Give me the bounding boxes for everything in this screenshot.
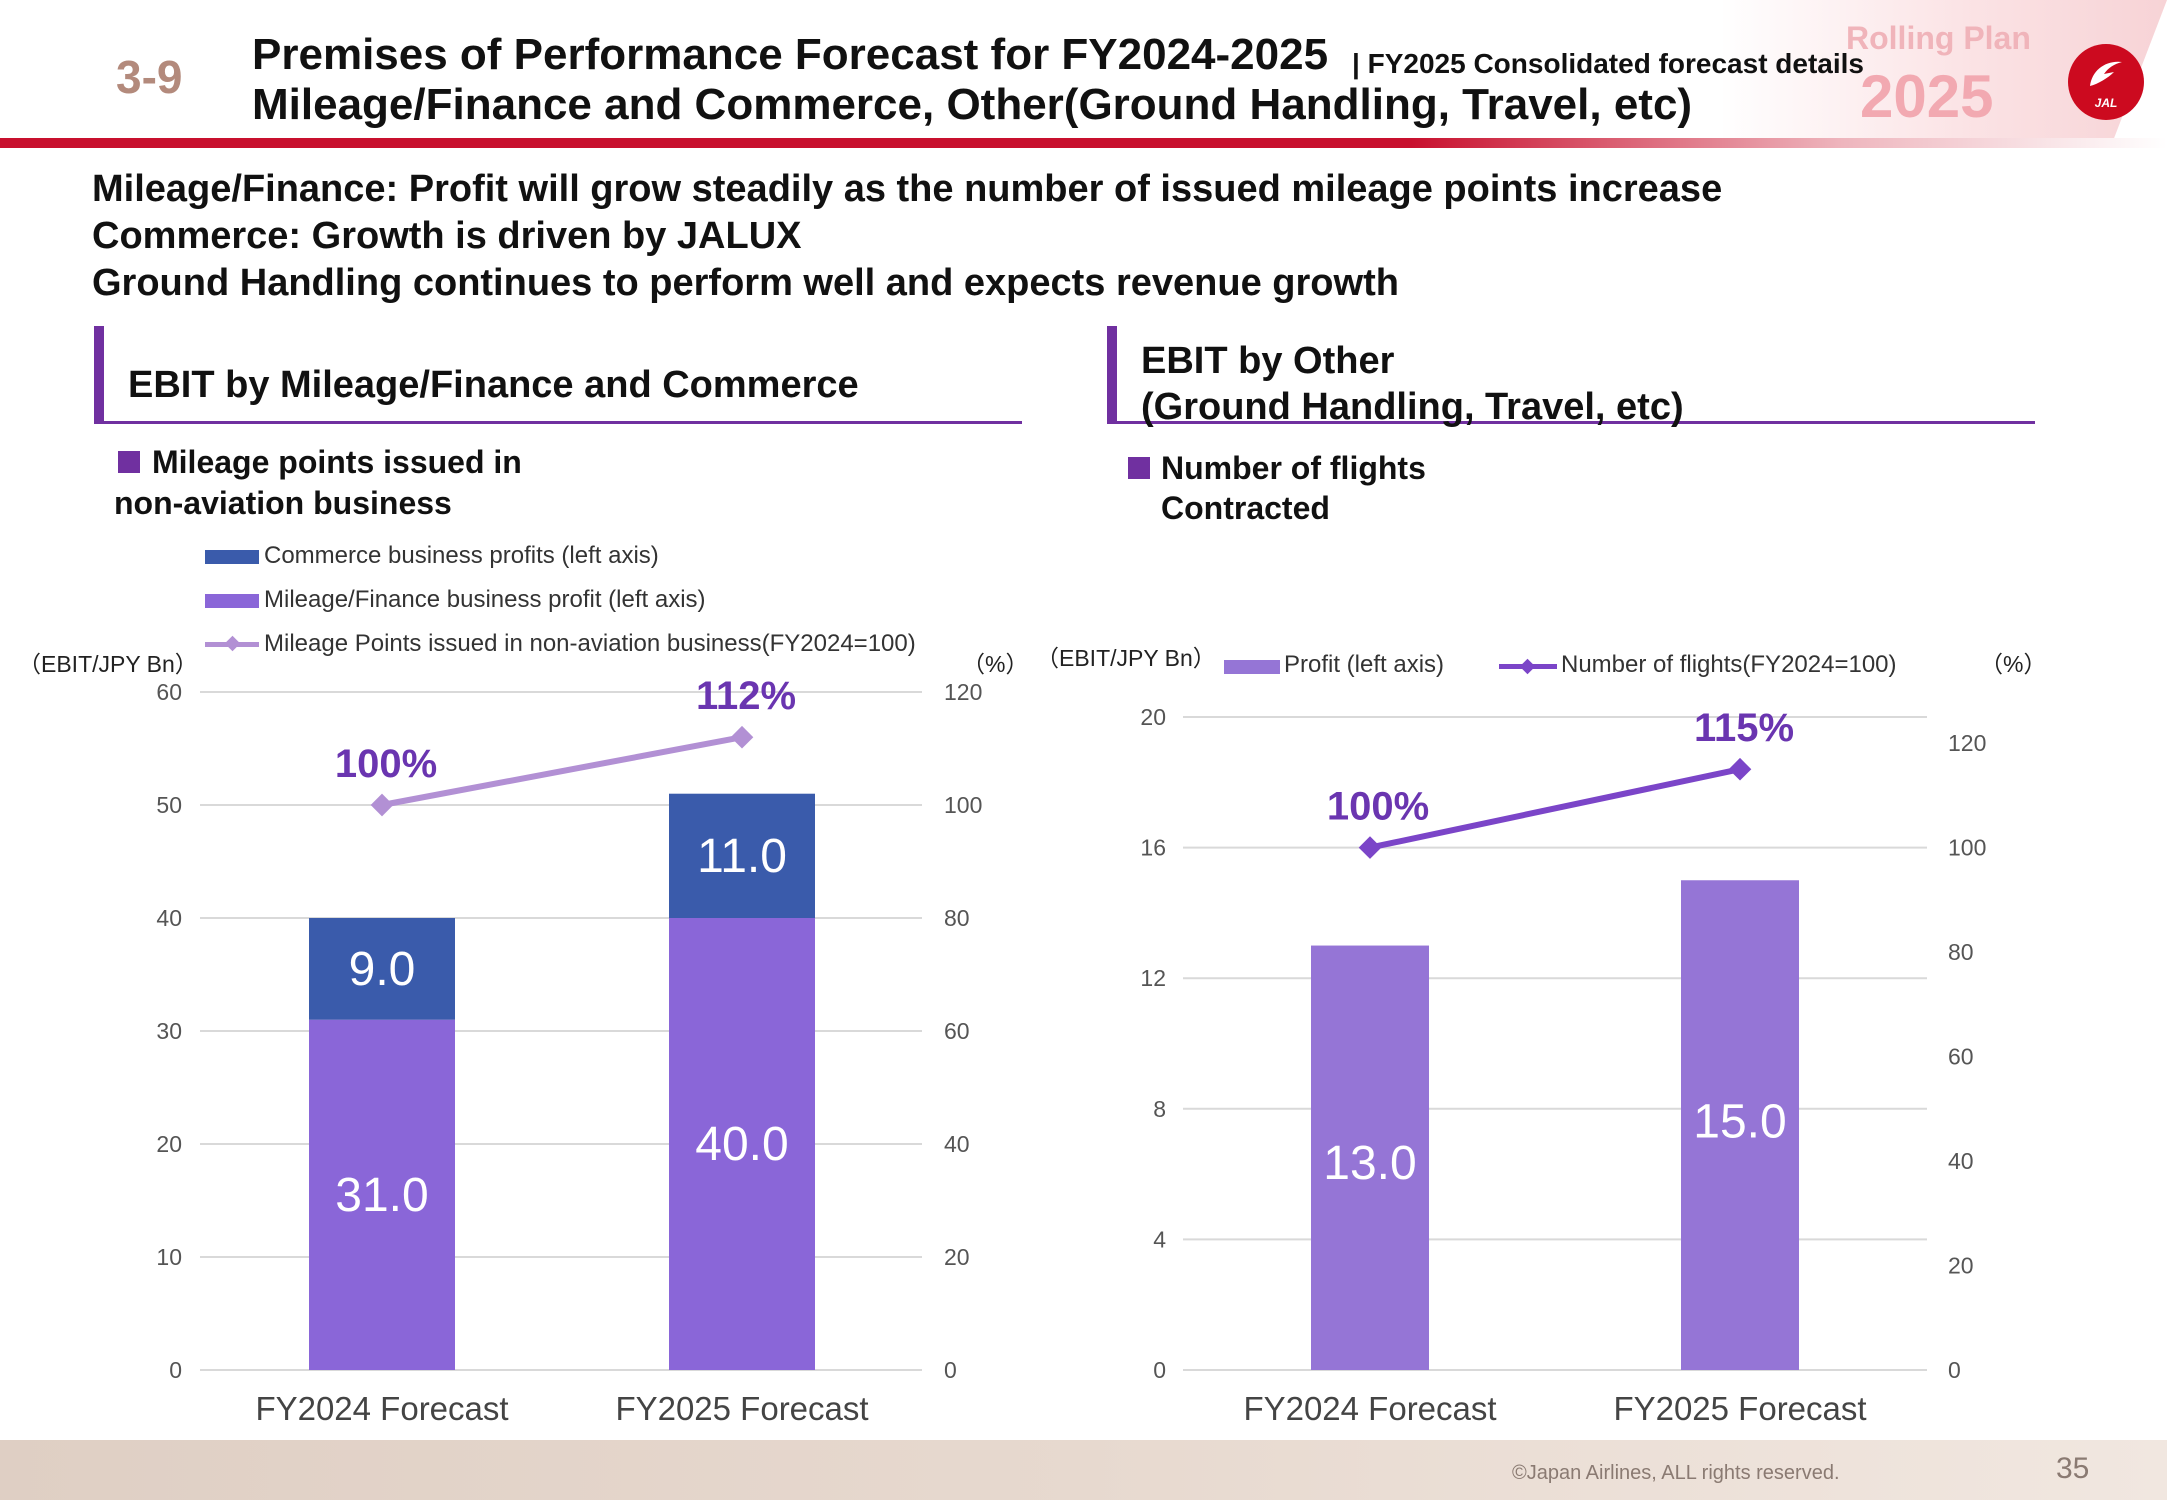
right-axis-title: （%） [962, 651, 1028, 677]
bar-mileage-finance [309, 1019, 455, 1370]
legend-mileage-label: Mileage/Finance business profit (left ax… [264, 586, 706, 613]
index-line-data-label: 112% [696, 674, 796, 718]
right-section-underline [1107, 421, 2035, 424]
key-message-1: Mileage/Finance: Profit will grow steadi… [92, 168, 1723, 210]
header-divider [0, 138, 2167, 148]
right-bullet-line1: Number of flights [1161, 450, 1426, 486]
rolling-plan-year: 2025 [1860, 63, 1994, 130]
right-axis-tick-label: 80 [944, 905, 970, 931]
bar-commerce [669, 793, 815, 918]
slide-number: 35 [2056, 1452, 2090, 1485]
right-axis-tick-label: 0 [944, 1357, 957, 1383]
rolling-plan-label: Rolling Plan [1846, 20, 2031, 56]
right-axis-tick-label: 40 [944, 1131, 970, 1157]
jal-logo-text: JAL [2094, 96, 2118, 110]
left-axis-tick-label: 4 [1153, 1226, 1166, 1252]
footer-band [0, 1440, 2167, 1500]
index-line-marker [1358, 836, 1382, 859]
index-line-data-label: 115% [1694, 706, 1794, 750]
page-title-line1: Premises of Performance Forecast for FY2… [252, 30, 1329, 79]
left-bullet-square [118, 451, 140, 473]
left-axis-tick-label: 0 [169, 1357, 182, 1383]
bar-other-profit [1311, 945, 1429, 1370]
bar-label-commerce: 9.0 [349, 943, 416, 996]
page-subtitle: | FY2025 Consolidated forecast details [1352, 48, 1864, 79]
legend-mileage-swatch [205, 594, 259, 608]
legend-profit-swatch [1224, 660, 1280, 674]
right-axis-tick-label: 60 [1948, 1044, 1974, 1070]
legend-flights-label: Number of flights(FY2024=100) [1561, 651, 1897, 678]
jal-crane-icon: JAL [2068, 44, 2144, 120]
index-line-marker [730, 725, 754, 749]
index-line-marker [370, 793, 394, 817]
bar-other-profit [1681, 880, 1799, 1370]
left-axis-tick-label: 60 [156, 679, 182, 705]
bar-label-other-profit: 13.0 [1323, 1137, 1416, 1190]
index-line-data-label: 100% [335, 742, 437, 786]
legend-mileage-points-label: Mileage Points issued in non-aviation bu… [264, 630, 916, 657]
left-section-title: EBIT by Mileage/Finance and Commerce [128, 364, 859, 406]
x-axis-category-label: FY2025 Forecast [1613, 1390, 1866, 1427]
right-axis-tick-label: 120 [944, 679, 982, 705]
left-axis-tick-label: 16 [1140, 835, 1166, 861]
right-axis-tick-label: 60 [944, 1018, 970, 1044]
left-section-bar [94, 326, 104, 424]
right-bullet-square [1128, 457, 1150, 479]
x-axis-category-label: FY2024 Forecast [1243, 1390, 1496, 1427]
right-bullet-line2: Contracted [1161, 490, 1330, 526]
section-number: 3-9 [116, 51, 183, 103]
left-axis-tick-label: 20 [1140, 704, 1166, 730]
right-axis-tick-label: 100 [1948, 835, 1986, 861]
bar-label-other-profit: 15.0 [1693, 1096, 1786, 1149]
bar-label-mileage-finance: 31.0 [335, 1169, 428, 1222]
bar-label-mileage-finance: 40.0 [695, 1118, 788, 1171]
copyright-text: ©Japan Airlines, ALL rights reserved. [1512, 1462, 1840, 1484]
page-title-line2: Mileage/Finance and Commerce, Other(Grou… [252, 80, 1693, 129]
left-axis-title: （EBIT/JPY Bn） [18, 651, 198, 677]
left-axis-tick-label: 10 [156, 1244, 182, 1270]
bar-label-commerce: 11.0 [697, 830, 787, 883]
left-axis-tick-label: 12 [1140, 965, 1166, 991]
bar-mileage-finance [669, 918, 815, 1370]
right-axis-title: （%） [1980, 651, 2046, 677]
left-bullet-line2: non-aviation business [114, 485, 452, 521]
x-axis-category-label: FY2024 Forecast [255, 1390, 508, 1427]
left-section-underline [94, 421, 1022, 424]
left-axis-tick-label: 0 [1153, 1357, 1166, 1383]
x-axis-category-label: FY2025 Forecast [615, 1390, 868, 1427]
left-axis-tick-label: 40 [156, 905, 182, 931]
bar-commerce [309, 918, 455, 1020]
left-axis-tick-label: 30 [156, 1018, 182, 1044]
right-axis-tick-label: 40 [1948, 1148, 1974, 1174]
jal-logo: JAL [2068, 44, 2144, 120]
left-axis-tick-label: 20 [156, 1131, 182, 1157]
key-message-2: Commerce: Growth is driven by JALUX [92, 215, 802, 257]
legend-commerce-swatch [205, 550, 259, 564]
key-message-3: Ground Handling continues to perform wel… [92, 262, 1399, 304]
right-axis-tick-label: 20 [1948, 1253, 1974, 1279]
right-section-title-line1: EBIT by Other [1141, 340, 1395, 382]
index-line-marker [1728, 757, 1752, 781]
index-line [1369, 766, 1741, 851]
right-axis-tick-label: 20 [944, 1244, 970, 1270]
left-axis-title: （EBIT/JPY Bn） [1036, 645, 1216, 671]
right-axis-tick-label: 0 [1948, 1357, 1961, 1383]
legend-profit-label: Profit (left axis) [1284, 651, 1445, 678]
right-axis-tick-label: 120 [1948, 730, 1986, 756]
right-section-bar [1107, 326, 1117, 424]
right-axis-tick-label: 100 [944, 792, 982, 818]
left-bullet-line1: Mileage points issued in [152, 444, 522, 480]
index-line-data-label: 100% [1327, 785, 1429, 829]
left-axis-tick-label: 8 [1153, 1096, 1166, 1122]
right-section-title-line2: (Ground Handling, Travel, etc) [1141, 386, 1684, 428]
legend-commerce-label: Commerce business profits (left axis) [264, 542, 659, 569]
left-axis-tick-label: 50 [156, 792, 182, 818]
index-line [381, 734, 743, 808]
right-axis-tick-label: 80 [1948, 939, 1974, 965]
